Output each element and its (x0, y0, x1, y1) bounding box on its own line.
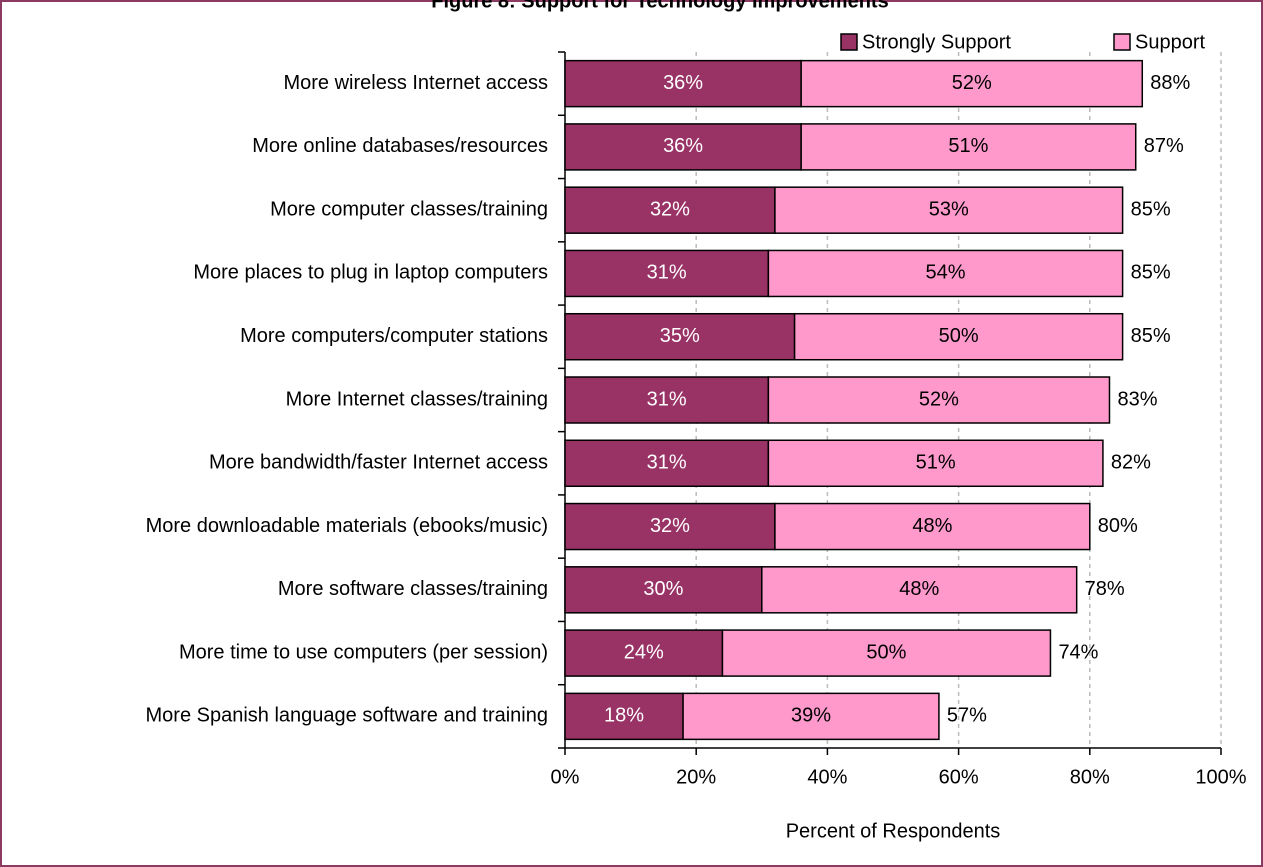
y-tick-label: More computers/computer stations (240, 325, 548, 347)
data-label: 36% (663, 72, 703, 94)
bar-segment (774, 186, 1124, 234)
x-tick-label: 20% (676, 766, 716, 788)
total-label: 80% (1098, 515, 1138, 537)
bar-segment (564, 123, 802, 171)
y-tick-label: More bandwidth/faster Internet access (209, 452, 548, 474)
data-label: 31% (647, 262, 687, 284)
bar-segment (721, 629, 1052, 677)
data-label: 52% (952, 72, 992, 94)
total-label: 85% (1131, 325, 1171, 347)
bar-segment (761, 566, 1078, 614)
x-tick-label: 100% (1195, 766, 1246, 788)
bar-segment (564, 376, 770, 424)
x-axis-label: Percent of Respondents (786, 820, 1001, 842)
y-tick-label: More time to use computers (per session) (179, 641, 548, 663)
y-tick-label: More software classes/training (278, 578, 548, 600)
bar-segment (767, 376, 1111, 424)
data-label: 48% (912, 515, 952, 537)
bar-segment (800, 123, 1137, 171)
total-label: 82% (1111, 452, 1151, 474)
total-label: 88% (1150, 72, 1190, 94)
y-tick-label: More downloadable materials (ebooks/musi… (146, 515, 548, 537)
total-label: 85% (1131, 198, 1171, 220)
total-label: 74% (1058, 641, 1098, 663)
bar-segment (767, 249, 1124, 298)
bar-segment (800, 59, 1144, 108)
data-label: 32% (650, 198, 690, 220)
data-label: 53% (929, 198, 969, 220)
data-label: 18% (604, 705, 644, 727)
data-label: 50% (939, 325, 979, 347)
x-tick-label: 80% (1070, 766, 1110, 788)
chart-title: Figure 8: Support for Technology Improve… (431, 0, 888, 12)
data-label: 51% (948, 135, 988, 157)
data-label: 31% (647, 388, 687, 410)
bar-segment (682, 692, 940, 741)
bar-segment (793, 312, 1124, 361)
data-label: 32% (650, 515, 690, 537)
bar-segment (564, 439, 770, 488)
data-label: 50% (866, 641, 906, 663)
total-label: 87% (1144, 135, 1184, 157)
data-label: 52% (919, 388, 959, 410)
data-label: 31% (647, 452, 687, 474)
bar-segment (767, 439, 1104, 488)
bar-segment (564, 59, 802, 108)
data-label: 51% (916, 452, 956, 474)
y-tick-label: More Spanish language software and train… (146, 705, 548, 727)
total-label: 83% (1117, 388, 1157, 410)
data-label: 24% (624, 641, 664, 663)
total-label: 78% (1085, 578, 1125, 600)
total-label: 57% (947, 705, 987, 727)
y-tick-label: More Internet classes/training (286, 388, 548, 410)
data-label: 39% (791, 705, 831, 727)
y-tick-label: More online databases/resources (252, 135, 548, 157)
y-tick-label: More places to plug in laptop computers (193, 262, 548, 284)
bar-segment (564, 312, 796, 361)
data-label: 54% (925, 262, 965, 284)
bar-segment (564, 249, 770, 298)
legend-label: Strongly Support (862, 31, 1011, 53)
legend-swatch (1113, 33, 1131, 51)
data-label: 30% (643, 578, 683, 600)
data-label: 35% (660, 325, 700, 347)
bar-segment (774, 502, 1091, 551)
y-tick-label: More computer classes/training (270, 198, 548, 220)
x-tick-label: 60% (939, 766, 979, 788)
x-tick-label: 0% (551, 766, 580, 788)
data-label: 48% (899, 578, 939, 600)
legend-label: Support (1135, 31, 1205, 53)
bar-segment (564, 566, 763, 614)
legend-swatch (840, 33, 858, 51)
y-tick-label: More wireless Internet access (283, 72, 548, 94)
bar-segment (564, 186, 776, 234)
x-tick-label: 40% (807, 766, 847, 788)
data-label: 36% (663, 135, 703, 157)
total-label: 85% (1131, 262, 1171, 284)
